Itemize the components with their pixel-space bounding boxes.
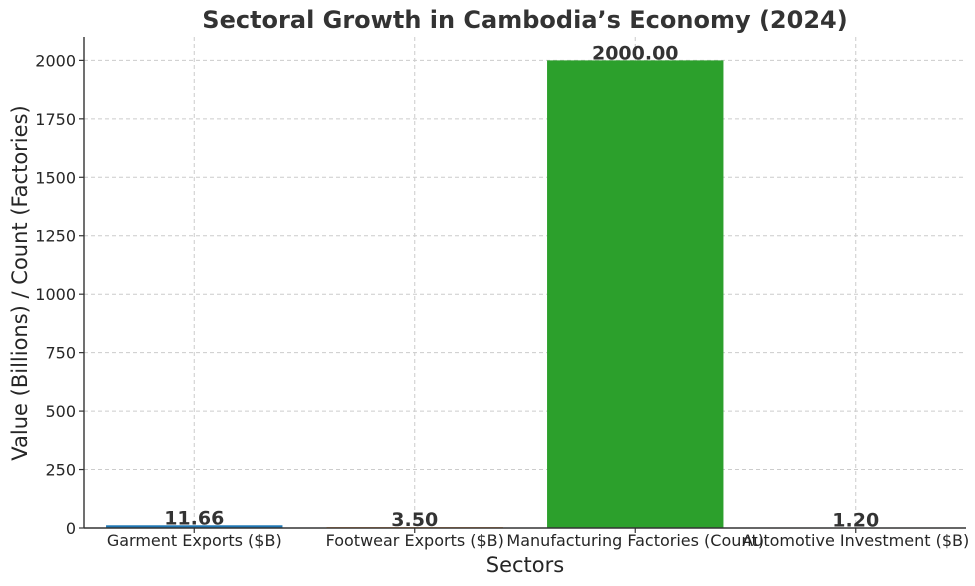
y-tick-label: 1750 xyxy=(35,110,76,129)
y-tick-label: 250 xyxy=(45,461,76,480)
x-tick-label: Manufacturing Factories (Count) xyxy=(506,531,764,550)
y-tick-label: 1000 xyxy=(35,285,76,304)
grid xyxy=(84,37,966,528)
x-axis-label: Sectors xyxy=(486,553,564,577)
x-tick-label: Automotive Investment ($B) xyxy=(742,531,969,550)
y-axis-label: Value (Billions) / Count (Factories) xyxy=(8,105,32,460)
chart-title: Sectoral Growth in Cambodia’s Economy (2… xyxy=(202,6,847,34)
y-ticks: 0 250 500 750 1000 1250 1500 1750 2000 xyxy=(35,51,84,538)
x-tick-label: Footwear Exports ($B) xyxy=(326,531,504,550)
y-tick-label: 1250 xyxy=(35,227,76,246)
y-tick-label: 1500 xyxy=(35,168,76,187)
data-label: 1.20 xyxy=(832,510,879,532)
data-label: 11.66 xyxy=(164,507,224,529)
x-tick-label: Garment Exports ($B) xyxy=(107,531,282,550)
y-tick-label: 750 xyxy=(45,344,76,363)
y-tick-label: 500 xyxy=(45,402,76,421)
bar xyxy=(547,60,724,528)
axes xyxy=(83,37,966,529)
data-label: 3.50 xyxy=(391,509,438,531)
y-tick-label: 0 xyxy=(66,519,76,538)
x-ticks: Garment Exports ($B) Footwear Exports ($B… xyxy=(107,528,969,550)
data-label: 2000.00 xyxy=(592,42,679,64)
data-labels: 11.66 3.50 2000.00 1.20 xyxy=(164,42,879,531)
y-tick-label: 2000 xyxy=(35,51,76,70)
bar xyxy=(106,525,283,528)
